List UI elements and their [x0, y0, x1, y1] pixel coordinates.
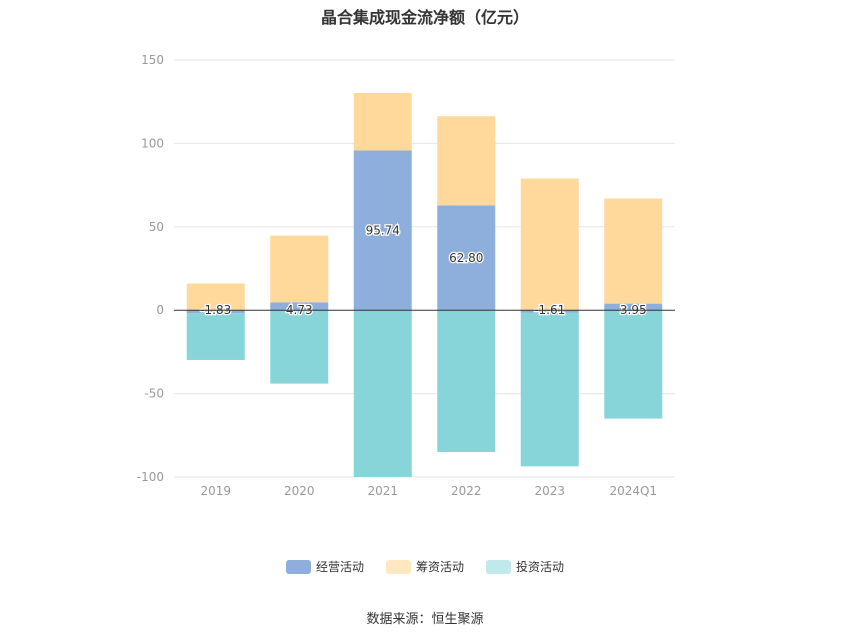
y-tick-label: 150 [141, 53, 164, 67]
bar-经营活动-2020[interactable] [270, 302, 329, 311]
x-tick-label: 2019 [200, 484, 231, 498]
bar-筹资活动-2020[interactable] [270, 235, 329, 303]
bar-经营活动-2019[interactable] [186, 310, 245, 314]
data-label: 62.80 [449, 251, 483, 265]
x-tick-label: 2020 [284, 484, 315, 498]
bar-投资活动-2022[interactable] [437, 310, 496, 452]
legend-item[interactable]: 投资活动 [486, 558, 564, 575]
x-tick-label: 2024Q1 [609, 484, 657, 498]
y-tick-label: 0 [156, 303, 164, 317]
grid-layer [174, 59, 675, 478]
x-tick-label: 2022 [451, 484, 482, 498]
legend-label: 经营活动 [315, 560, 364, 574]
bar-筹资活动-2024Q1[interactable] [604, 198, 663, 304]
chart-title: 晶合集成现金流净额（亿元） [320, 8, 529, 27]
x-tick-label: 2021 [367, 484, 398, 498]
legend-item[interactable]: 经营活动 [285, 558, 364, 575]
bar-经营活动-2022[interactable] [437, 205, 496, 311]
bar-经营活动-2023[interactable] [520, 310, 579, 313]
legend-swatch [285, 559, 311, 574]
bar-投资活动-2019[interactable] [186, 313, 245, 360]
bar-投资活动-2024Q1[interactable] [604, 310, 663, 419]
y-tick-label: 100 [141, 136, 164, 150]
legend: 经营活动 筹资活动 投资活动 [0, 558, 850, 575]
legend-item[interactable]: 筹资活动 [385, 558, 464, 575]
y-tick-label: 50 [149, 220, 164, 234]
bar-筹资活动-2021[interactable] [353, 92, 412, 151]
bar-筹资活动-2023[interactable] [520, 178, 579, 311]
legend-swatch [486, 559, 511, 574]
bar-经营活动-2021[interactable] [353, 150, 412, 311]
bar-筹资活动-2022[interactable] [437, 116, 496, 206]
legend-swatch [385, 559, 411, 574]
y-tick-label: -100 [137, 470, 164, 484]
bar-经营活动-2024Q1[interactable] [604, 303, 663, 311]
bar-投资活动-2021[interactable] [353, 310, 412, 477]
data-label: 95.74 [366, 223, 400, 237]
axis-layer: 150 100 50 0 -50 -100 2019 2020 2021 2022 2023 2024… [137, 53, 675, 498]
legend-label: 筹资活动 [415, 560, 464, 574]
bar-投资活动-2023[interactable] [520, 312, 579, 467]
x-tick-label: 2023 [534, 484, 565, 498]
bar-投资活动-2020[interactable] [270, 310, 329, 384]
y-tick-label: -50 [144, 387, 164, 401]
data-source: 数据来源：恒生聚源 [366, 612, 484, 627]
legend-label: 投资活动 [516, 560, 565, 574]
bar-筹资活动-2019[interactable] [186, 283, 245, 311]
bar-layer [186, 92, 663, 477]
